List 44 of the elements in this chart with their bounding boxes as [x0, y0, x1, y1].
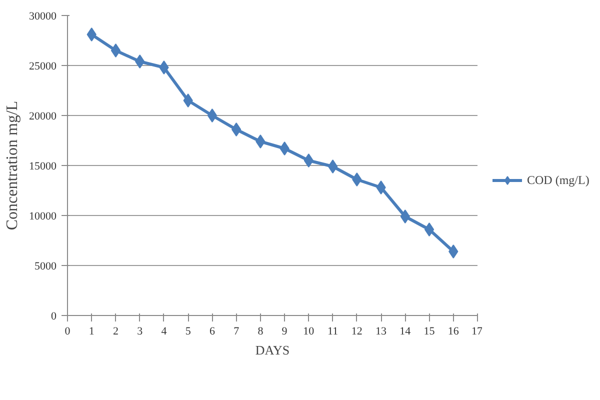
y-tick-label: 30000	[29, 10, 57, 22]
x-tick-label: 6	[209, 326, 216, 338]
x-tick-label: 4	[161, 326, 168, 338]
x-tick-label: 7	[234, 326, 240, 338]
x-tick-label: 1	[88, 326, 94, 338]
x-tick-label: 16	[448, 326, 460, 338]
point	[86, 28, 96, 42]
x-tick-label: 2	[112, 326, 118, 338]
y-tick-label: 15000	[29, 160, 57, 172]
point	[280, 142, 290, 156]
point	[207, 108, 218, 122]
legend-label: COD (mg/L)	[527, 172, 590, 188]
x-tick-label: 11	[328, 326, 338, 338]
point	[135, 54, 145, 68]
y-axis-title: Concentration mg/L	[4, 100, 21, 230]
point	[159, 60, 169, 74]
point	[231, 122, 242, 136]
x-tick-label: 13	[376, 326, 388, 338]
x-tick-label: 17	[472, 326, 483, 338]
x-tick-label: 10	[303, 326, 315, 338]
point	[376, 180, 386, 194]
x-tick-label: 14	[400, 326, 412, 338]
point	[256, 134, 266, 148]
x-tick-label: 3	[137, 326, 144, 338]
x-tick-label: 0	[64, 326, 71, 338]
point	[328, 160, 338, 174]
y-tick-label: 10000	[29, 210, 57, 222]
y-tick-label: 5000	[34, 260, 57, 272]
x-tick-label: 5	[185, 326, 192, 338]
point	[448, 244, 458, 258]
x-axis-title: DAYS	[255, 342, 290, 358]
x-tick-label: 12	[351, 326, 362, 338]
point	[183, 94, 193, 108]
y-tick-label: 25000	[29, 60, 57, 72]
x-tick-label: 8	[258, 326, 264, 338]
y-tick-label: 0	[51, 310, 57, 322]
point	[424, 222, 434, 236]
point	[352, 172, 362, 186]
y-tick-label: 20000	[29, 110, 57, 122]
point	[110, 44, 121, 58]
x-tick-label: 9	[282, 326, 288, 338]
point	[304, 154, 314, 168]
x-tick-label: 15	[424, 326, 436, 338]
point	[400, 210, 410, 224]
